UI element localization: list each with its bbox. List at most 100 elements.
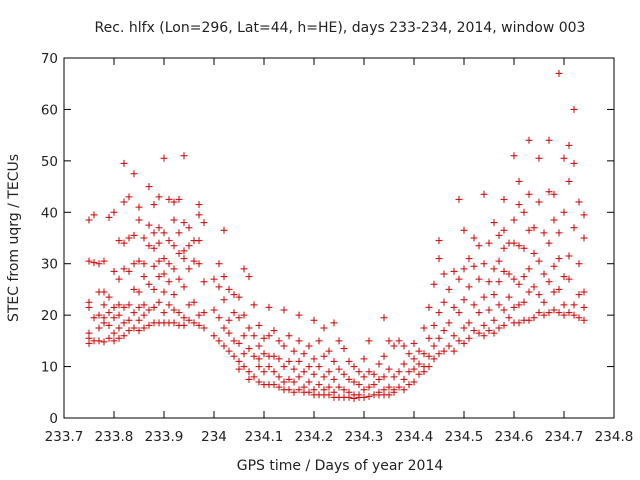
data-point <box>500 267 508 275</box>
data-point <box>185 301 193 309</box>
data-point <box>145 183 153 191</box>
x-tick-label: 233.7 <box>45 429 84 445</box>
chart-title: Rec. hlfx (Lon=296, Lat=44, h=HE), days … <box>95 20 586 36</box>
data-point <box>385 365 393 373</box>
data-point <box>555 229 563 237</box>
data-point <box>435 350 443 358</box>
data-point <box>460 324 468 332</box>
data-point <box>270 352 278 360</box>
data-point <box>195 201 203 209</box>
data-point <box>525 190 533 198</box>
data-point <box>335 383 343 391</box>
data-point <box>290 378 298 386</box>
data-point <box>295 337 303 345</box>
data-point <box>570 159 578 167</box>
data-point <box>125 301 133 309</box>
data-point <box>495 278 503 286</box>
data-point <box>140 311 148 319</box>
data-point <box>450 267 458 275</box>
data-point <box>155 224 163 232</box>
data-point <box>190 257 198 265</box>
data-point <box>115 275 123 283</box>
data-point <box>500 244 508 252</box>
data-point <box>165 301 173 309</box>
data-point <box>565 141 573 149</box>
data-point <box>140 301 148 309</box>
data-point <box>520 273 528 281</box>
data-point <box>325 368 333 376</box>
data-point <box>395 368 403 376</box>
y-tick-label: 20 <box>41 308 58 324</box>
data-point <box>340 370 348 378</box>
data-point <box>100 319 108 327</box>
data-point <box>200 278 208 286</box>
data-point <box>110 303 118 311</box>
data-point <box>120 319 128 327</box>
data-point <box>435 255 443 263</box>
data-point <box>230 309 238 317</box>
data-point <box>480 293 488 301</box>
data-point <box>165 260 173 268</box>
data-point <box>495 324 503 332</box>
data-point <box>565 252 573 260</box>
data-point <box>275 373 283 381</box>
data-point <box>320 324 328 332</box>
data-point <box>405 368 413 376</box>
data-point <box>395 383 403 391</box>
data-point <box>355 381 363 389</box>
data-point <box>155 257 163 265</box>
data-point <box>485 239 493 247</box>
data-point <box>175 229 183 237</box>
data-point <box>465 283 473 291</box>
data-point <box>260 334 268 342</box>
data-point <box>435 309 443 317</box>
data-point <box>475 275 483 283</box>
data-point <box>180 321 188 329</box>
data-point <box>405 381 413 389</box>
data-point <box>300 368 308 376</box>
data-point <box>435 237 443 245</box>
data-point <box>515 301 523 309</box>
x-axis-label: GPS time / Days of year 2014 <box>237 458 444 474</box>
data-point <box>135 303 143 311</box>
data-point <box>85 257 93 265</box>
data-point <box>350 363 358 371</box>
data-point <box>210 306 218 314</box>
data-point <box>150 303 158 311</box>
data-point <box>100 338 108 346</box>
data-point <box>475 242 483 250</box>
data-point <box>535 291 543 299</box>
data-point <box>155 239 163 247</box>
data-point <box>310 355 318 363</box>
data-point <box>365 383 373 391</box>
data-point <box>120 332 128 340</box>
data-point <box>500 195 508 203</box>
data-point <box>355 368 363 376</box>
data-point <box>375 360 383 368</box>
data-point <box>425 334 433 342</box>
data-point <box>260 350 268 358</box>
data-point <box>150 229 158 237</box>
data-point <box>310 316 318 324</box>
data-point <box>510 216 518 224</box>
data-point <box>90 211 98 219</box>
data-point <box>180 314 188 322</box>
data-point <box>430 321 438 329</box>
data-point <box>230 352 238 360</box>
data-point <box>120 265 128 273</box>
data-point <box>160 270 168 278</box>
x-tick-label: 234.6 <box>495 429 534 445</box>
data-point <box>190 319 198 327</box>
data-point <box>400 342 408 350</box>
data-point <box>295 373 303 381</box>
data-point <box>155 298 163 306</box>
data-point <box>545 188 553 196</box>
data-point <box>505 293 513 301</box>
data-point <box>400 386 408 394</box>
data-point <box>505 270 513 278</box>
data-point <box>245 345 253 353</box>
data-point <box>495 231 503 239</box>
data-point <box>410 378 418 386</box>
data-point <box>560 154 568 162</box>
